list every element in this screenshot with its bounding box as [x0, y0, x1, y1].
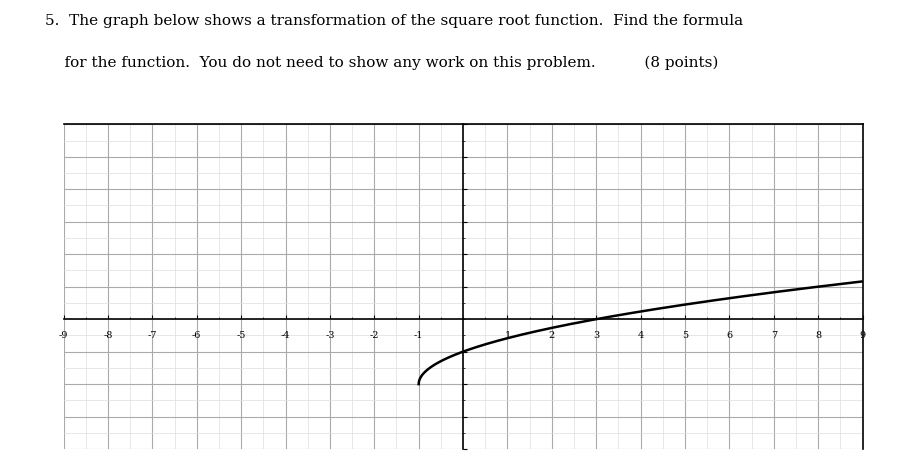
Text: -1: -1 [414, 331, 423, 339]
Text: 4: 4 [637, 331, 644, 339]
Text: -2: -2 [370, 331, 379, 339]
Text: -3: -3 [325, 331, 335, 339]
Text: 3: 3 [593, 331, 599, 339]
Text: 9: 9 [860, 331, 865, 339]
Text: -5: -5 [236, 331, 246, 339]
Text: -6: -6 [192, 331, 202, 339]
Text: 7: 7 [771, 331, 777, 339]
Text: 8: 8 [815, 331, 821, 339]
Text: 5: 5 [682, 331, 688, 339]
Text: 6: 6 [726, 331, 733, 339]
Text: 1: 1 [504, 331, 510, 339]
Text: for the function.  You do not need to show any work on this problem.          (8: for the function. You do not need to sho… [45, 56, 719, 70]
Text: 2: 2 [548, 331, 555, 339]
Text: 5.  The graph below shows a transformation of the square root function.  Find th: 5. The graph below shows a transformatio… [45, 14, 744, 28]
Text: -8: -8 [104, 331, 113, 339]
Text: -4: -4 [281, 331, 291, 339]
Text: -7: -7 [148, 331, 157, 339]
Text: -9: -9 [59, 331, 68, 339]
